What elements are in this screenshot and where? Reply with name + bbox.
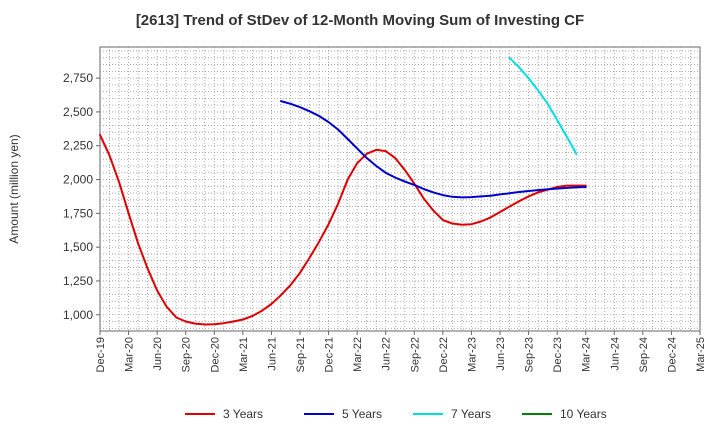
y-tick-label: 1,000 <box>63 308 93 322</box>
x-tick-label: Dec-20 <box>209 337 221 372</box>
legend-label: 10 Years <box>560 407 607 421</box>
x-tick-label: Jun-20 <box>152 337 164 371</box>
x-tick-label: Sep-20 <box>181 337 193 372</box>
y-tick-label: 2,000 <box>63 173 93 187</box>
x-tick-label: Jun-24 <box>609 337 621 371</box>
grid-lines <box>100 47 700 331</box>
y-tick-label: 1,750 <box>63 206 93 220</box>
x-tick-label: Mar-24 <box>581 337 593 372</box>
x-tick-label: Mar-22 <box>352 337 364 372</box>
legend-label: 3 Years <box>223 407 263 421</box>
x-tick-label: Sep-22 <box>409 337 421 372</box>
x-tick-label: Jun-23 <box>495 337 507 371</box>
x-tick-label: Sep-21 <box>295 337 307 372</box>
y-tick-label: 1,250 <box>63 274 93 288</box>
y-tick-label: 2,750 <box>63 71 93 85</box>
x-tick-label: Mar-25 <box>695 337 707 372</box>
legend-label: 7 Years <box>451 407 491 421</box>
x-tick-label: Jun-22 <box>381 337 393 371</box>
series-line-7-years <box>508 56 578 155</box>
x-tick-label: Mar-20 <box>124 337 136 372</box>
x-tick-label: Sep-23 <box>524 337 536 372</box>
series-lines <box>99 56 587 326</box>
x-tick-label: Jun-21 <box>266 337 278 371</box>
y-tick-label: 2,250 <box>63 139 93 153</box>
chart-title: [2613] Trend of StDev of 12-Month Moving… <box>135 12 585 29</box>
x-tick-label: Dec-23 <box>552 337 564 372</box>
x-tick-label: Dec-24 <box>666 337 678 372</box>
legend: 3 Years 5 Years 7 Years 10 Years <box>185 407 607 421</box>
x-tick-label: Mar-21 <box>238 337 250 372</box>
x-tick-label: Dec-19 <box>95 337 107 372</box>
y-axis-ticks: 1,000 1,250 1,500 1,750 2,000 2,250 2,500 2,750 <box>63 71 100 322</box>
x-tick-label: Mar-23 <box>466 337 478 372</box>
y-tick-label: 2,500 <box>63 105 93 119</box>
series-line-3-years <box>99 133 587 326</box>
x-axis-ticks: Dec-19 Mar-20 Jun-20 Sep-20 Dec-20 Mar-21 Jun-… <box>95 331 707 372</box>
x-tick-label: Dec-22 <box>438 337 450 372</box>
y-tick-label: 1,500 <box>63 240 93 254</box>
y-axis-label: Amount (million yen) <box>7 134 21 243</box>
x-tick-label: Sep-24 <box>638 337 650 372</box>
series-line-5-years <box>279 100 587 199</box>
plot-area <box>99 46 701 332</box>
legend-label: 5 Years <box>342 407 382 421</box>
x-tick-label: Dec-21 <box>324 337 336 372</box>
